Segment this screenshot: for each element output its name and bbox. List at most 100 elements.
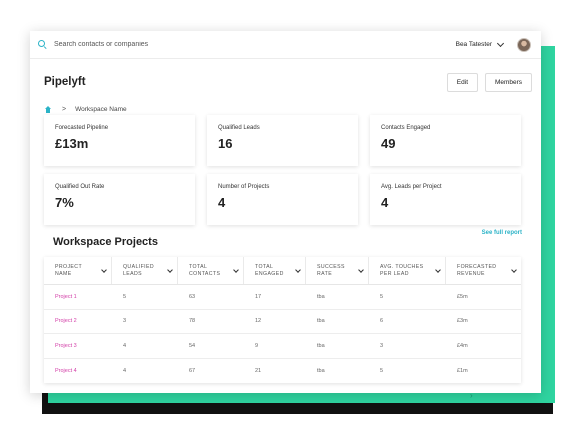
cell-avg-touches: 3 [380,342,384,349]
cell-total-engaged: 21 [255,367,262,374]
table-row[interactable]: Project 3 4 54 9 tba 3 £4m [44,334,521,359]
column-header-line: TOTAL [255,264,274,270]
stat-label: Forecasted Pipeline [55,125,109,131]
cell-success-rate: tba [317,293,325,300]
column-header-avg-touches[interactable]: AVG. TOUCHES PER LEAD [369,257,446,284]
stat-card-forecasted-pipeline: Forecasted Pipeline £13m [44,115,195,166]
cell-qualified-leads: 4 [123,342,127,349]
stat-label: Contacts Engaged [381,125,431,131]
stat-card-qualified-leads: Qualified Leads 16 [207,115,358,166]
stat-value: 49 [381,136,396,151]
backdrop-chevron-icon: › [470,391,473,400]
cell-qualified-leads: 4 [123,367,127,374]
column-header-line: REVENUE [457,270,485,277]
column-header-line: SUCCESS [317,264,345,270]
stat-card-avg-leads-per-project: Avg. Leads per Project 4 [370,174,521,225]
chevron-down-icon[interactable] [295,267,301,273]
table-header: PROJECT NAME QUALIFIED LEADS TOTAL CONTACTS… [44,257,521,285]
user-name[interactable]: Bea Tatester [455,41,492,48]
stat-label: Qualified Out Rate [55,184,105,190]
column-header-forecasted-revenue[interactable]: FORECASTED REVENUE [446,257,521,284]
cell-total-contacts: 63 [189,293,196,300]
cell-total-engaged: 17 [255,293,262,300]
top-bar: Bea Tatester [30,31,541,59]
cell-total-engaged: 12 [255,318,262,325]
stat-card-qualified-out-rate: Qualified Out Rate 7% [44,174,195,225]
table-row[interactable]: Project 4 4 67 21 tba 5 £1m [44,359,521,384]
cell-forecasted-revenue: £3m [457,318,468,325]
column-header-line: TOTAL [189,264,208,270]
stat-value: 4 [218,195,226,210]
chevron-down-icon[interactable] [167,267,173,273]
section-title: Workspace Projects [53,236,158,248]
column-header-line: LEADS [123,270,143,277]
column-header-success-rate[interactable]: SUCCESS RATE [306,257,369,284]
project-name-link[interactable]: Project 1 [55,293,77,300]
column-header-project-name[interactable]: PROJECT NAME [44,257,112,284]
app-window: Bea Tatester Pipelyft Edit Members > Wor… [30,31,541,393]
table-row[interactable]: Project 1 5 63 17 tba 5 £5m [44,285,521,310]
column-header-total-contacts[interactable]: TOTAL CONTACTS [178,257,244,284]
projects-table: PROJECT NAME QUALIFIED LEADS TOTAL CONTACTS… [44,257,521,383]
cell-qualified-leads: 5 [123,293,127,300]
search-input[interactable] [54,41,456,48]
chevron-down-icon[interactable] [358,267,364,273]
stat-card-contacts-engaged: Contacts Engaged 49 [370,115,521,166]
column-header-line: FORECASTED [457,264,497,270]
project-name-link[interactable]: Project 4 [55,367,77,374]
breadcrumb-current: Workspace Name [75,105,127,113]
column-header-line: CONTACTS [189,270,221,277]
project-name-link[interactable]: Project 2 [55,318,77,325]
cell-avg-touches: 5 [380,367,384,374]
column-header-total-engaged[interactable]: TOTAL ENGAGED [244,257,306,284]
chevron-down-icon[interactable] [435,267,441,273]
stat-label: Qualified Leads [218,125,260,131]
search-icon [38,40,47,49]
stat-card-number-of-projects: Number of Projects 4 [207,174,358,225]
stat-value: 4 [381,195,389,210]
cell-total-contacts: 78 [189,318,196,325]
cell-forecasted-revenue: £1m [457,367,468,374]
breadcrumb-separator: > [62,105,67,113]
see-full-report-link[interactable]: See full report [481,230,522,236]
column-header-line: AVG. TOUCHES [380,264,424,270]
page-title: Pipelyft [44,76,86,88]
cell-avg-touches: 6 [380,318,384,325]
stat-label: Number of Projects [218,184,270,190]
column-header-line: ENGAGED [255,270,284,277]
cell-success-rate: tba [317,342,325,349]
home-icon[interactable] [44,105,52,113]
chevron-down-icon[interactable] [496,39,505,47]
avatar[interactable] [517,37,531,52]
header-actions: Edit Members [446,72,532,92]
column-header-qualified-leads[interactable]: QUALIFIED LEADS [112,257,178,284]
cell-success-rate: tba [317,318,325,325]
stat-value: 7% [55,195,74,210]
column-header-line: PROJECT [55,264,83,270]
chevron-down-icon[interactable] [233,267,239,273]
cell-total-contacts: 67 [189,367,196,374]
chevron-down-icon[interactable] [101,267,107,273]
page-header: Pipelyft Edit Members [30,59,541,95]
cell-avg-touches: 5 [380,293,384,300]
cell-total-contacts: 54 [189,342,196,349]
stat-value: 16 [218,136,233,151]
members-button[interactable]: Members [485,72,532,92]
project-name-link[interactable]: Project 3 [55,342,77,349]
breadcrumb: > Workspace Name [30,95,541,115]
table-row[interactable]: Project 2 3 78 12 tba 6 £3m [44,310,521,334]
column-header-line: NAME [55,270,72,277]
cell-forecasted-revenue: £4m [457,342,468,349]
cell-qualified-leads: 3 [123,318,127,325]
cell-forecasted-revenue: £5m [457,293,468,300]
cell-total-engaged: 9 [255,342,259,349]
stat-value: £13m [55,136,89,151]
column-header-line: RATE [317,270,333,277]
edit-button[interactable]: Edit [446,72,478,92]
column-header-line: PER LEAD [380,270,409,277]
stat-label: Avg. Leads per Project [381,184,442,190]
column-header-line: QUALIFIED [123,264,154,270]
cell-success-rate: tba [317,367,325,374]
chevron-down-icon[interactable] [511,267,517,273]
